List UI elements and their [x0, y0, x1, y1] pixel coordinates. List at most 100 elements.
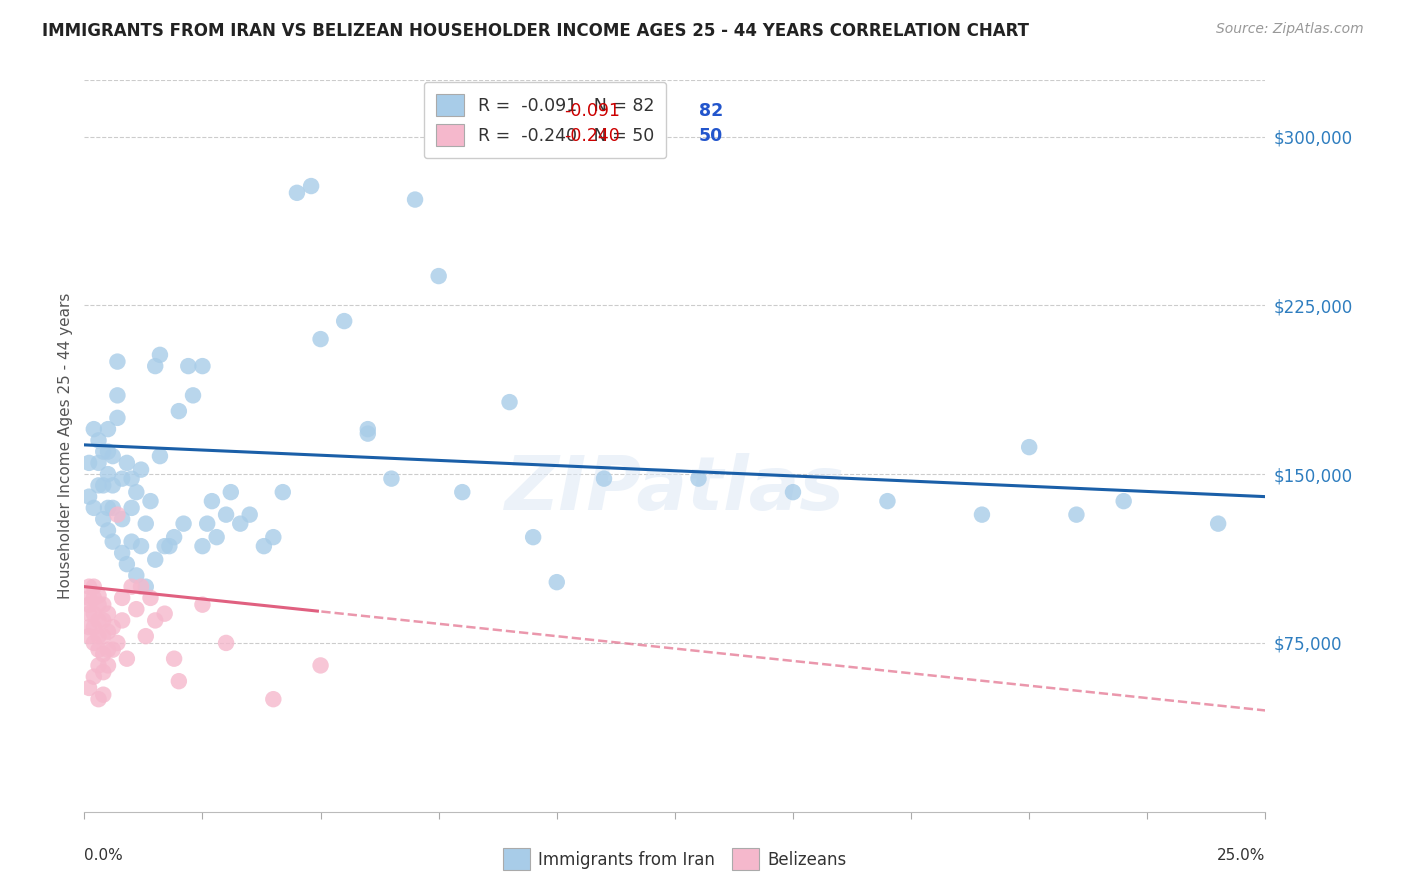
- Point: [129, 580, 152, 594]
- Point: [205, 530, 228, 544]
- Point: [91, 665, 114, 680]
- Point: [229, 516, 252, 531]
- Text: IMMIGRANTS FROM IRAN VS BELIZEAN HOUSEHOLDER INCOME AGES 25 - 44 YEARS CORRELATI: IMMIGRANTS FROM IRAN VS BELIZEAN HOUSEHO…: [42, 22, 1029, 40]
- Point: [83, 670, 105, 684]
- Point: [87, 692, 110, 706]
- Point: [91, 478, 114, 492]
- Point: [87, 614, 110, 628]
- Point: [83, 620, 105, 634]
- Point: [77, 591, 100, 605]
- Point: [1018, 440, 1040, 454]
- Point: [149, 348, 172, 362]
- Point: [101, 534, 124, 549]
- Point: [91, 629, 114, 643]
- Point: [87, 434, 110, 448]
- Point: [77, 456, 100, 470]
- Point: [83, 591, 105, 605]
- Point: [357, 422, 380, 436]
- Point: [115, 456, 138, 470]
- Point: [262, 692, 284, 706]
- Point: [97, 624, 120, 639]
- Point: [357, 426, 380, 441]
- Point: [111, 591, 134, 605]
- Point: [91, 444, 114, 458]
- Point: [157, 539, 180, 553]
- Point: [380, 472, 402, 486]
- Y-axis label: Householder Income Ages 25 - 44 years: Householder Income Ages 25 - 44 years: [58, 293, 73, 599]
- Point: [215, 636, 238, 650]
- Point: [101, 500, 124, 515]
- Point: [149, 449, 172, 463]
- Point: [121, 472, 143, 486]
- Point: [153, 607, 176, 621]
- Point: [115, 651, 138, 665]
- Point: [111, 614, 134, 628]
- Point: [77, 580, 100, 594]
- Point: [87, 589, 110, 603]
- Point: [191, 359, 214, 373]
- Point: [97, 422, 120, 436]
- Point: [97, 467, 120, 482]
- Point: [87, 456, 110, 470]
- Point: [1206, 516, 1229, 531]
- Point: [181, 388, 204, 402]
- Point: [91, 614, 114, 628]
- Point: [167, 404, 190, 418]
- Point: [546, 575, 568, 590]
- Point: [107, 508, 129, 522]
- Point: [87, 598, 110, 612]
- Point: [271, 485, 294, 500]
- Point: [121, 500, 143, 515]
- Point: [876, 494, 898, 508]
- Text: ZIPatlas: ZIPatlas: [505, 453, 845, 526]
- Point: [97, 524, 120, 538]
- Point: [262, 530, 284, 544]
- Point: [309, 658, 332, 673]
- Point: [1066, 508, 1088, 522]
- Point: [125, 602, 148, 616]
- Point: [97, 607, 120, 621]
- Point: [83, 580, 105, 594]
- Point: [299, 179, 322, 194]
- Point: [91, 688, 114, 702]
- Point: [970, 508, 993, 522]
- Point: [77, 620, 100, 634]
- Text: 0.0%: 0.0%: [84, 848, 124, 863]
- Point: [87, 658, 110, 673]
- Point: [167, 674, 190, 689]
- Point: [111, 512, 134, 526]
- Point: [87, 642, 110, 657]
- Point: [77, 490, 100, 504]
- Point: [101, 642, 124, 657]
- Point: [143, 552, 166, 566]
- Point: [101, 620, 124, 634]
- Point: [101, 449, 124, 463]
- Point: [427, 269, 450, 284]
- Point: [173, 516, 195, 531]
- Point: [107, 410, 129, 425]
- Point: [129, 462, 152, 476]
- Point: [107, 636, 129, 650]
- Point: [239, 508, 262, 522]
- Point: [83, 607, 105, 621]
- Point: [201, 494, 224, 508]
- Text: 82: 82: [699, 102, 723, 120]
- Point: [83, 422, 105, 436]
- Point: [163, 651, 186, 665]
- Point: [593, 472, 616, 486]
- Point: [195, 516, 218, 531]
- Point: [135, 580, 157, 594]
- Point: [91, 598, 114, 612]
- Point: [87, 478, 110, 492]
- Point: [129, 539, 152, 553]
- Point: [135, 629, 157, 643]
- Point: [135, 516, 157, 531]
- Point: [87, 629, 110, 643]
- Point: [139, 494, 162, 508]
- Point: [83, 500, 105, 515]
- Point: [101, 478, 124, 492]
- Point: [97, 658, 120, 673]
- Point: [143, 614, 166, 628]
- Point: [77, 629, 100, 643]
- Point: [125, 568, 148, 582]
